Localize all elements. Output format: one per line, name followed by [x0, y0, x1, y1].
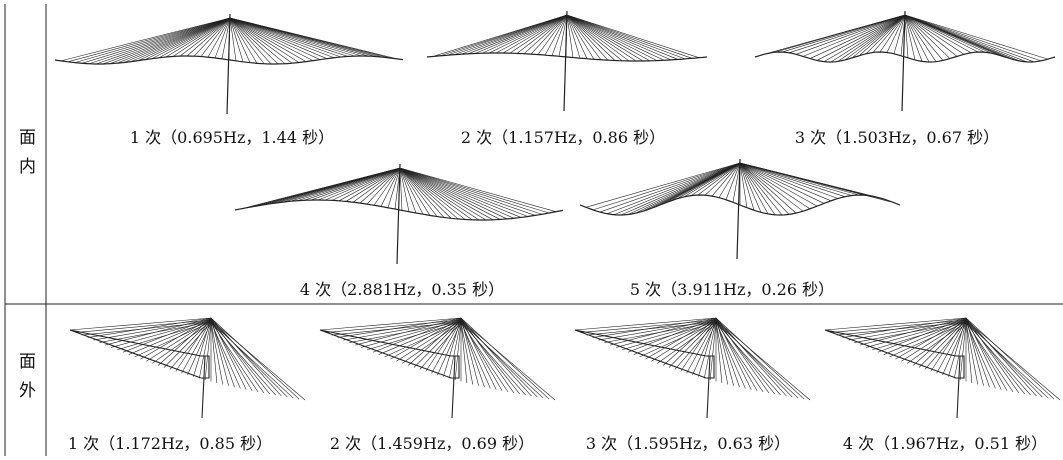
in-plane-mode-shape: [427, 11, 707, 111]
row-label: 面外: [14, 352, 38, 410]
out-of-plane-mode-shape: [575, 318, 810, 418]
mode-caption: 4 次（1.967Hz，0.51 秒）: [843, 430, 1047, 454]
in-plane-mode-shape: [55, 14, 403, 114]
table-border: [5, 4, 1063, 456]
out-of-plane-mode-shape: [825, 318, 1060, 418]
out-of-plane-mode-shape: [320, 318, 555, 418]
mode-caption: 3 次（1.503Hz，0.67 秒）: [795, 124, 999, 148]
figure-art: [0, 0, 1063, 460]
mode-caption: 5 次（3.911Hz，0.26 秒）: [630, 276, 834, 300]
figure: 面内 面外 1 次（0.695Hz，1.44 秒） 2 次（1.157Hz，0.8…: [0, 0, 1063, 460]
mode-caption: 4 次（2.881Hz，0.35 秒）: [300, 276, 504, 300]
out-of-plane-mode-shape: [70, 318, 305, 418]
mode-caption: 2 次（1.157Hz，0.86 秒）: [461, 124, 665, 148]
mode-caption: 3 次（1.595Hz，0.63 秒）: [586, 430, 790, 454]
in-plane-mode-shape: [235, 164, 563, 264]
mode-caption: 1 次（1.172Hz，0.85 秒）: [68, 430, 272, 454]
mode-caption: 1 次（0.695Hz，1.44 秒）: [130, 124, 334, 148]
mode-caption: 2 次（1.459Hz，0.69 秒）: [330, 430, 534, 454]
in-plane-mode-shape: [580, 159, 900, 259]
in-plane-mode-shape: [755, 11, 1055, 111]
row-label: 面内: [14, 128, 38, 186]
